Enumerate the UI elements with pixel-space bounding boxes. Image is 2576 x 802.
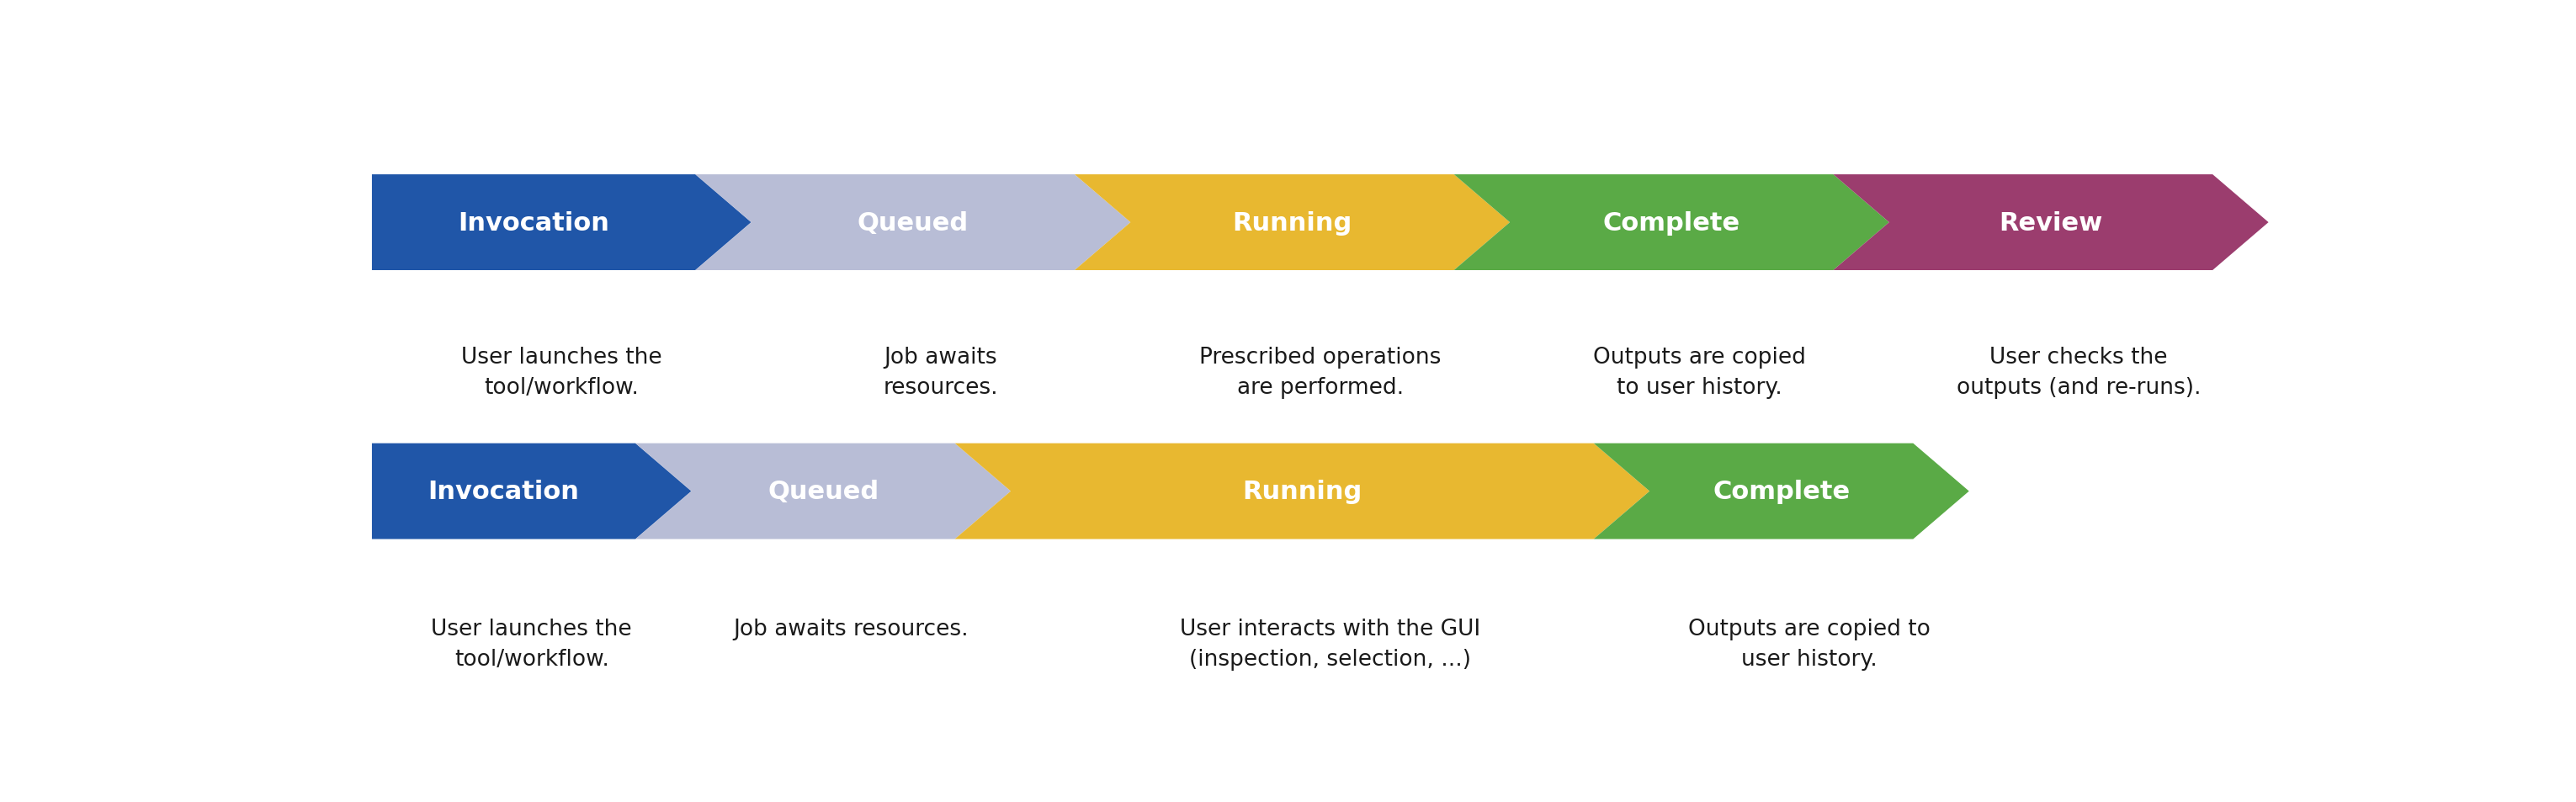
Polygon shape <box>1074 175 1510 271</box>
Text: Running: Running <box>1242 480 1363 504</box>
Text: Queued: Queued <box>768 480 878 504</box>
Text: User launches the
tool/workflow.: User launches the tool/workflow. <box>461 346 662 399</box>
Polygon shape <box>371 444 690 539</box>
Text: Complete: Complete <box>1602 211 1741 235</box>
Text: Running: Running <box>1231 211 1352 235</box>
Polygon shape <box>371 175 752 271</box>
Text: Outputs are copied
to user history.: Outputs are copied to user history. <box>1592 346 1806 399</box>
Polygon shape <box>636 444 1010 539</box>
Polygon shape <box>1595 444 1968 539</box>
Polygon shape <box>696 175 1131 271</box>
Text: Review: Review <box>1999 211 2102 235</box>
Text: Job awaits
resources.: Job awaits resources. <box>884 346 999 399</box>
Polygon shape <box>956 444 1649 539</box>
Text: Invocation: Invocation <box>428 480 580 504</box>
Text: Invocation: Invocation <box>459 211 611 235</box>
Text: Queued: Queued <box>858 211 969 235</box>
Polygon shape <box>1834 175 2269 271</box>
Text: Job awaits resources.: Job awaits resources. <box>734 618 969 640</box>
Text: Complete: Complete <box>1713 480 1850 504</box>
Text: User checks the
outputs (and re-runs).: User checks the outputs (and re-runs). <box>1958 346 2200 399</box>
Text: User launches the
tool/workflow.: User launches the tool/workflow. <box>430 618 631 670</box>
Text: User interacts with the GUI
(inspection, selection, ...): User interacts with the GUI (inspection,… <box>1180 618 1481 670</box>
Text: Outputs are copied to
user history.: Outputs are copied to user history. <box>1687 618 1929 670</box>
Polygon shape <box>1453 175 1888 271</box>
Text: Prescribed operations
are performed.: Prescribed operations are performed. <box>1200 346 1440 399</box>
